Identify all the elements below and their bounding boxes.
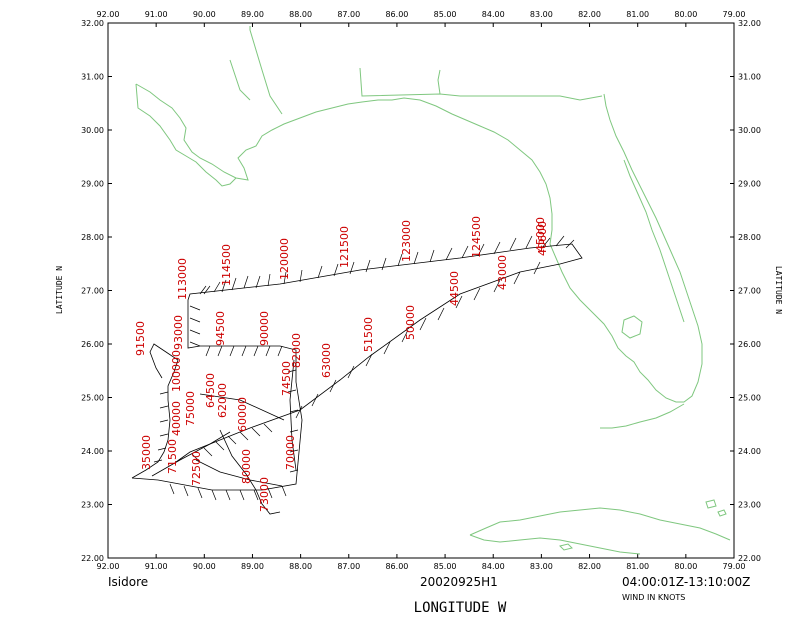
flight-time-label: 124500 — [470, 216, 483, 258]
y-tick-label-right: 22.00 — [738, 554, 761, 563]
x-tick-label-bottom: 82.00 — [578, 562, 601, 571]
x-tick-label-bottom: 92.00 — [97, 562, 120, 571]
x-tick-label-bottom: 86.00 — [385, 562, 408, 571]
x-tick-label-bottom: 84.00 — [482, 562, 505, 571]
x-tick-label-bottom: 79.00 — [723, 562, 746, 571]
flight-time-label: 63000 — [320, 343, 333, 378]
y-tick-label-left: 23.00 — [81, 501, 104, 510]
y-tick-label-right: 30.00 — [738, 126, 761, 135]
flight-time-label: 72500 — [190, 451, 203, 486]
x-tick-label-bottom: 85.00 — [434, 562, 457, 571]
axis-ticks: 92.00 92.00 91.00 91.00 90.00 90.00 89.00 89.00… — [81, 10, 761, 571]
flight-time-label: 60000 — [236, 397, 249, 432]
x-tick-label-top: 89.00 — [241, 10, 264, 19]
flight-time-label: 121500 — [338, 226, 351, 268]
x-axis-label: LONGITUDE W — [414, 600, 507, 616]
x-tick-label-bottom: 80.00 — [674, 562, 697, 571]
y-tick-label-right: 31.00 — [738, 73, 761, 82]
flight-time-label: 50000 — [404, 305, 417, 340]
x-tick-label-top: 91.00 — [145, 10, 168, 19]
x-tick-label-bottom: 88.00 — [289, 562, 312, 571]
y-tick-label-left: 26.00 — [81, 340, 104, 349]
y-tick-label-right: 28.00 — [738, 233, 761, 242]
flight-time-label: 71500 — [166, 439, 179, 474]
x-tick-label-top: 87.00 — [337, 10, 360, 19]
x-tick-label-top: 86.00 — [385, 10, 408, 19]
coastline — [135, 26, 731, 555]
flight-time-label: 91500 — [134, 321, 147, 356]
flight-time-label: 75000 — [184, 391, 197, 426]
flight-time-label: 35000 — [140, 435, 153, 470]
y-tick-label-right: 23.00 — [738, 501, 761, 510]
x-tick-label-bottom: 87.00 — [337, 562, 360, 571]
x-tick-label-top: 80.00 — [674, 10, 697, 19]
y-axis-label-left: LATITUDE N — [55, 266, 64, 314]
y-tick-label-left: 27.00 — [81, 287, 104, 296]
x-tick-label-top: 90.00 — [193, 10, 216, 19]
flight-time-label: 120000 — [278, 238, 291, 280]
x-tick-label-bottom: 90.00 — [193, 562, 216, 571]
flight-time-label: 73000 — [258, 477, 271, 512]
x-tick-label-top: 81.00 — [626, 10, 649, 19]
y-tick-label-left: 28.00 — [81, 233, 104, 242]
wind-units: WIND IN KNOTS — [622, 593, 685, 602]
x-tick-label-bottom: 91.00 — [145, 562, 168, 571]
flight-time-label: 44500 — [448, 271, 461, 306]
x-tick-label-top: 82.00 — [578, 10, 601, 19]
y-tick-label-left: 25.00 — [81, 394, 104, 403]
wind-barbs — [153, 235, 575, 501]
y-tick-label-left: 22.00 — [81, 554, 104, 563]
y-axis-label-right: LATITUDE N — [774, 266, 783, 314]
y-tick-label-right: 26.00 — [738, 340, 761, 349]
flight-time-label: 82000 — [290, 333, 303, 368]
x-tick-label-top: 79.00 — [723, 10, 746, 19]
y-tick-label-right: 25.00 — [738, 394, 761, 403]
time-range: 04:00:01Z-13:10:00Z — [622, 575, 750, 589]
y-tick-label-right: 24.00 — [738, 447, 761, 456]
storm-name: Isidore — [108, 575, 148, 589]
flight-time-label: 113000 — [176, 258, 189, 300]
y-tick-label-right: 27.00 — [738, 287, 761, 296]
x-tick-label-top: 84.00 — [482, 10, 505, 19]
x-tick-label-bottom: 81.00 — [626, 562, 649, 571]
y-tick-label-right: 29.00 — [738, 180, 761, 189]
flight-time-label: 43000 — [496, 255, 509, 290]
x-tick-label-top: 88.00 — [289, 10, 312, 19]
y-tick-label-right: 32.00 — [738, 19, 761, 28]
x-tick-label-bottom: 89.00 — [241, 562, 264, 571]
flight-time-label: 64500 — [204, 373, 217, 408]
flight-id: 20020925H1 — [420, 575, 498, 589]
x-tick-label-bottom: 83.00 — [530, 562, 553, 571]
y-tick-label-left: 30.00 — [81, 126, 104, 135]
y-tick-label-left: 24.00 — [81, 447, 104, 456]
y-tick-label-left: 31.00 — [81, 73, 104, 82]
flight-time-label: 123000 — [400, 220, 413, 262]
flight-time-label: 45000 — [534, 217, 547, 252]
flight-time-labels: 121500 123000 124500 120000 114500 113000 9150… — [134, 216, 549, 512]
x-tick-label-top: 85.00 — [434, 10, 457, 19]
flight-time-label: 51500 — [362, 317, 375, 352]
x-tick-label-top: 83.00 — [530, 10, 553, 19]
flight-time-label: 70000 — [284, 435, 297, 470]
flight-time-label: 93000 — [172, 315, 185, 350]
y-tick-label-left: 29.00 — [81, 180, 104, 189]
flight-time-label: 94500 — [214, 311, 227, 346]
flight-time-label: 74500 — [280, 361, 293, 396]
flight-time-label: 62000 — [216, 383, 229, 418]
flight-time-label: 90000 — [258, 311, 271, 346]
flight-time-label: 40600 — [536, 221, 549, 256]
x-tick-label-top: 92.00 — [97, 10, 120, 19]
flight-time-label: 114500 — [220, 244, 233, 286]
y-tick-label-left: 32.00 — [81, 19, 104, 28]
flight-time-label: 100000 — [170, 350, 183, 392]
flight-time-label: 80000 — [240, 449, 253, 484]
flight-time-label: 40000 — [170, 401, 183, 436]
